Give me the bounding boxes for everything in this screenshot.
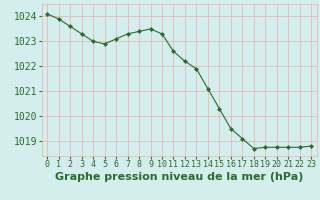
X-axis label: Graphe pression niveau de la mer (hPa): Graphe pression niveau de la mer (hPa) bbox=[55, 172, 303, 182]
